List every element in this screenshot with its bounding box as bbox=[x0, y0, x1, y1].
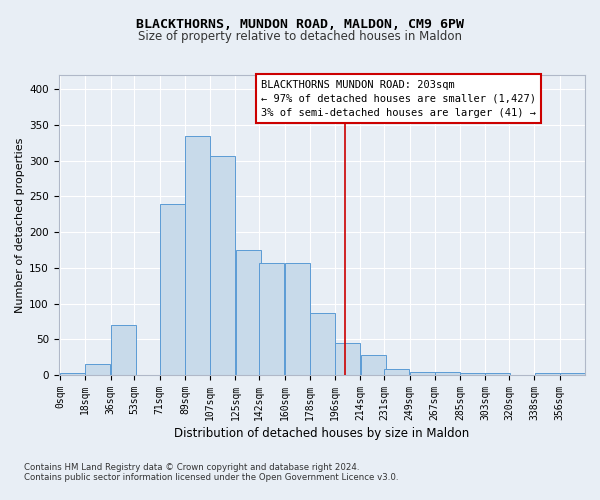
Bar bbox=[361, 355, 386, 375]
Bar bbox=[310, 313, 335, 375]
Bar bbox=[535, 373, 560, 375]
Text: Contains HM Land Registry data © Crown copyright and database right 2024.: Contains HM Land Registry data © Crown c… bbox=[24, 464, 359, 472]
Bar bbox=[560, 373, 585, 375]
Bar bbox=[435, 372, 460, 375]
Bar bbox=[185, 136, 210, 375]
Bar bbox=[211, 156, 235, 375]
Bar bbox=[460, 373, 485, 375]
Bar bbox=[236, 250, 260, 375]
Bar bbox=[259, 263, 284, 375]
Bar bbox=[85, 364, 110, 375]
Bar bbox=[335, 343, 360, 375]
Bar bbox=[60, 373, 85, 375]
Y-axis label: Number of detached properties: Number of detached properties bbox=[15, 138, 25, 312]
Text: BLACKTHORNS MUNDON ROAD: 203sqm
← 97% of detached houses are smaller (1,427)
3% : BLACKTHORNS MUNDON ROAD: 203sqm ← 97% of… bbox=[261, 80, 536, 118]
Text: Contains public sector information licensed under the Open Government Licence v3: Contains public sector information licen… bbox=[24, 474, 398, 482]
Bar bbox=[485, 373, 511, 375]
Bar bbox=[110, 325, 136, 375]
Text: Size of property relative to detached houses in Maldon: Size of property relative to detached ho… bbox=[138, 30, 462, 43]
Bar bbox=[410, 372, 434, 375]
Bar bbox=[160, 204, 185, 375]
Text: BLACKTHORNS, MUNDON ROAD, MALDON, CM9 6PW: BLACKTHORNS, MUNDON ROAD, MALDON, CM9 6P… bbox=[136, 18, 464, 30]
Bar bbox=[385, 370, 409, 375]
Bar bbox=[285, 263, 310, 375]
X-axis label: Distribution of detached houses by size in Maldon: Distribution of detached houses by size … bbox=[174, 427, 469, 440]
